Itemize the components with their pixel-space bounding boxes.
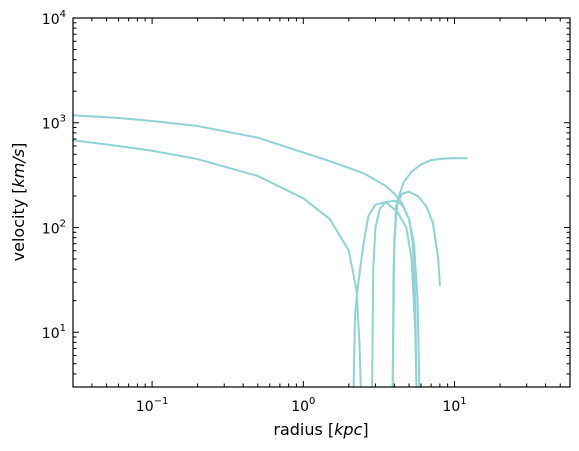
x-tick-label: 100	[291, 396, 315, 415]
x-axis-label: radius [kpc]	[273, 420, 368, 439]
y-axis-label-text: velocity [	[9, 187, 28, 261]
y-axis-label-unit: km/s	[9, 149, 28, 188]
y-axis-label-close: ]	[9, 143, 28, 149]
x-axis-label-unit: kpc	[334, 420, 362, 439]
y-tick-label: 104	[42, 9, 66, 28]
x-axis-label-close: ]	[362, 420, 368, 439]
series-line-2	[72, 139, 362, 388]
series-line-6	[391, 157, 468, 388]
plot-frame	[72, 17, 571, 388]
series-line-1	[72, 114, 421, 388]
label-layer: 10−1 100 101 101 102 103 104	[42, 9, 467, 415]
y-tick-label: 103	[42, 114, 66, 133]
series-layer	[72, 114, 468, 388]
y-tick-label: 101	[42, 323, 66, 342]
tick-layer	[72, 17, 570, 388]
series-line-4	[371, 199, 418, 388]
series-line-3	[352, 201, 418, 388]
x-tick-label: 101	[442, 396, 466, 415]
y-tick-label: 102	[42, 218, 66, 237]
x-axis-label-text: radius [	[273, 420, 334, 439]
y-axis-label: velocity [km/s]	[9, 143, 28, 262]
x-tick-label: 10−1	[136, 396, 169, 415]
